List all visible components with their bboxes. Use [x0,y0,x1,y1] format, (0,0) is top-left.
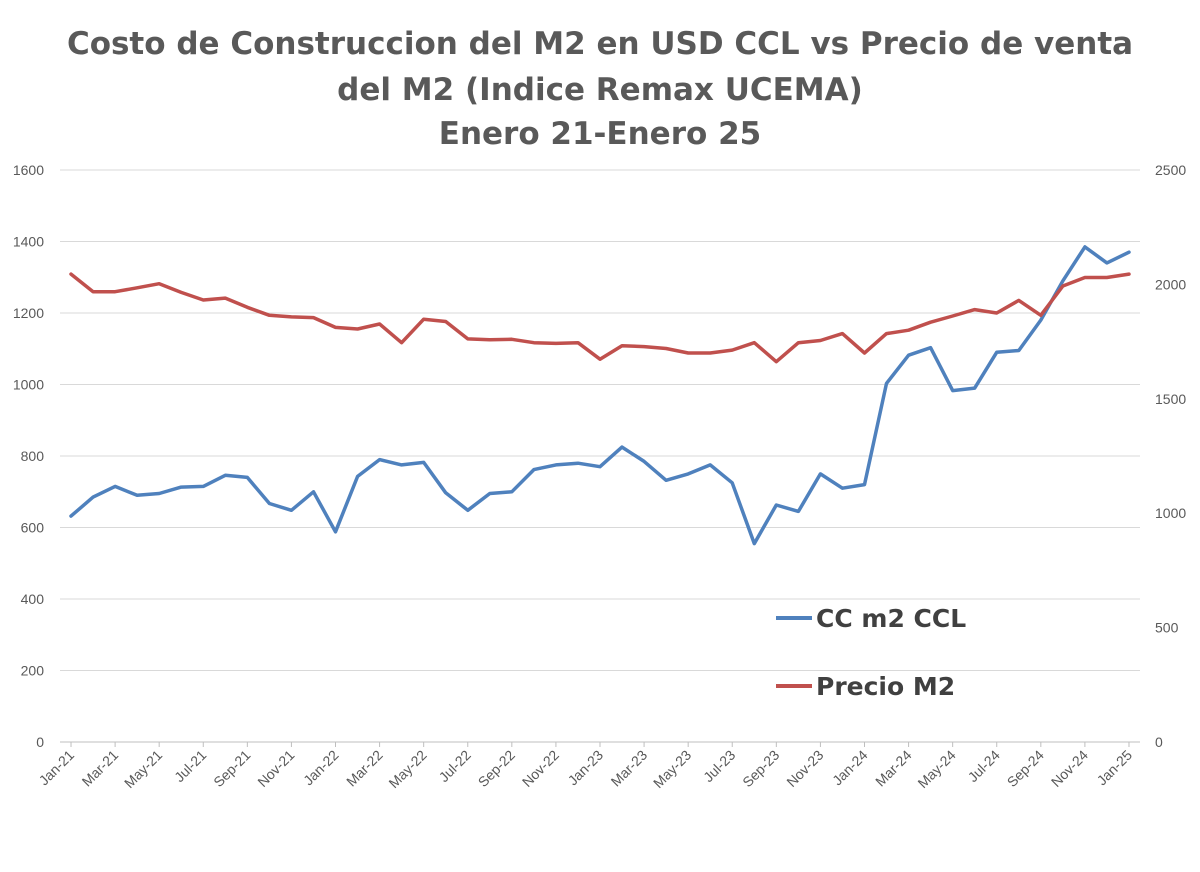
right-axis-tick-labels: 0 500 1000 1500 2000 2500 [1155,162,1186,750]
axes [60,741,1140,747]
right-axis-tick-label: 0 [1155,734,1163,750]
chart-title-line-2: del M2 (Indice Remax UCEMA) [337,72,863,108]
x-axis-tick-label: Mar-24 [872,747,915,790]
right-axis-tick-label: 1000 [1155,505,1186,521]
legend: CC m2 CCL Precio M2 [776,604,966,701]
left-axis-tick-label: 1000 [13,377,44,393]
left-axis-tick-label: 800 [21,448,45,464]
left-axis-tick-label: 0 [36,734,44,750]
x-axis-tick-label: Sep-23 [739,747,782,790]
left-axis-tick-label: 1200 [13,305,44,321]
legend-label: CC m2 CCL [816,604,966,633]
x-axis-tick-label: May-22 [385,747,429,791]
x-axis-tick-label: Nov-22 [519,747,562,790]
right-axis-tick-label: 2000 [1155,276,1186,292]
x-axis-tick-label: Sep-21 [210,747,253,790]
x-axis-tick-label: Nov-23 [783,747,826,790]
x-axis-tick-label: Jan-22 [300,747,342,789]
x-axis-tick-label: Jan-25 [1094,747,1136,789]
chart-title-line-3: Enero 21-Enero 25 [438,116,762,152]
legend-label: Precio M2 [816,672,955,701]
x-axis-tick-label: May-23 [650,747,694,791]
x-axis-tick-label: Jul-24 [965,747,1003,785]
left-axis-tick-labels: 0 200 400 600 800 1000 1200 1400 1600 [13,162,44,750]
series-line-precio-m2 [69,272,1131,364]
x-axis-tick-label: Jul-23 [700,747,738,785]
left-axis-tick-label: 400 [21,591,45,607]
grid-lines [60,169,1140,671]
x-axis-tick-label: Sep-24 [1004,747,1047,790]
x-axis-tick-label: Jul-22 [436,747,474,785]
x-axis-tick-label: May-24 [914,747,958,791]
series-lines [69,245,1131,546]
x-axis-tick-label: Jul-21 [171,747,209,785]
right-axis-tick-label: 500 [1155,620,1179,636]
left-axis-tick-label: 1600 [13,162,44,178]
x-axis-tick-label: Mar-21 [79,747,122,790]
left-axis-tick-label: 200 [21,663,45,679]
x-axis-tick-label: Sep-22 [475,747,518,790]
x-axis-tick-labels: Jan-21 Mar-21 May-21 Jul-21 Sep-21 Nov-21 Jan-… [36,747,1136,791]
x-axis-tick-label: May-21 [121,747,165,791]
x-axis-tick-label: Jan-24 [829,747,871,789]
x-axis-tick-label: Mar-23 [608,747,651,790]
x-axis-tick-label: Nov-24 [1048,747,1091,790]
right-axis-tick-label: 1500 [1155,391,1186,407]
chart-title-line-1: Costo de Construccion del M2 en USD CCL … [66,26,1134,62]
series-line-cc-m2-ccl [69,245,1131,546]
right-axis-tick-label: 2500 [1155,162,1186,178]
x-axis-tick-label: Jan-23 [565,747,607,789]
left-axis-tick-label: 600 [21,520,45,536]
left-axis-tick-label: 1400 [13,234,44,250]
x-axis-tick-label: Jan-21 [36,747,78,789]
x-axis-tick-label: Mar-22 [343,747,386,790]
x-axis-tick-label: Nov-21 [254,747,297,790]
